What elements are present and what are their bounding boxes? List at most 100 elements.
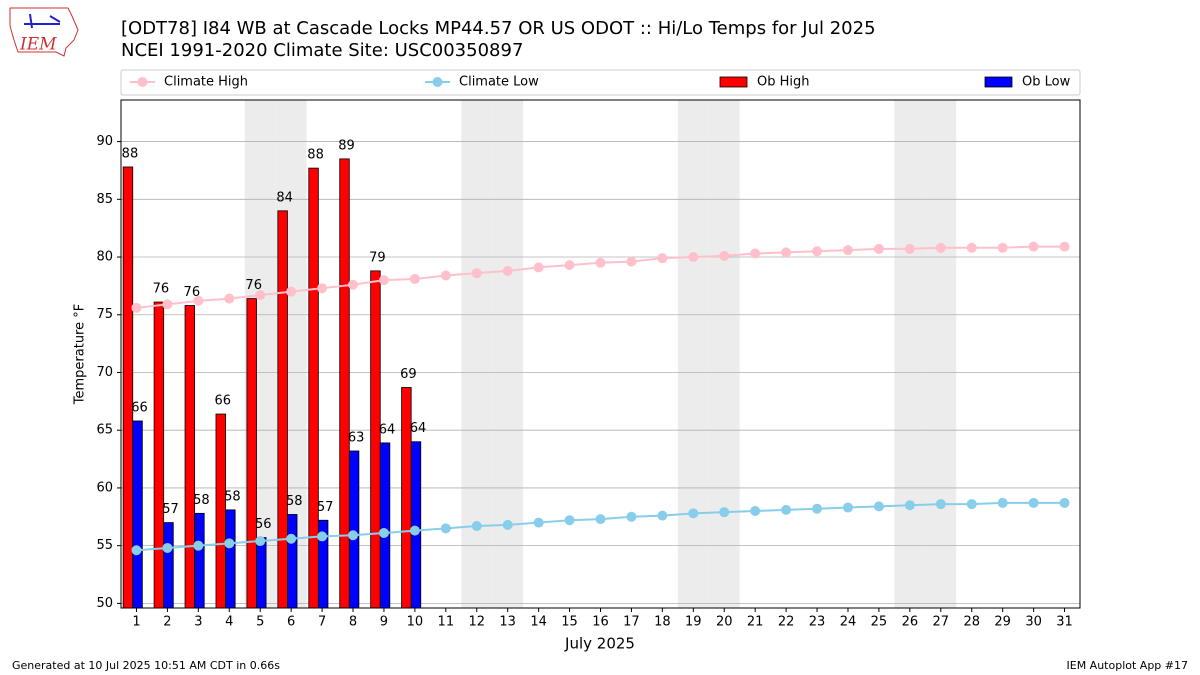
- logo: IEM: [9, 7, 79, 57]
- bar: [339, 158, 350, 609]
- x-tick-label: 13: [499, 615, 516, 630]
- logo-text: IEM: [19, 35, 57, 55]
- legend-label: Climate Low: [459, 75, 539, 90]
- marker: [595, 514, 606, 525]
- marker: [966, 499, 977, 510]
- x-tick-label: 6: [287, 615, 295, 630]
- chart-subtitle: NCEI 1991-2020 Climate Site: USC00350897: [121, 40, 523, 61]
- weekend-shade: [677, 100, 709, 608]
- value-label: 58: [286, 494, 303, 509]
- marker: [440, 270, 451, 281]
- bar: [246, 298, 257, 609]
- marker: [317, 283, 328, 294]
- marker: [224, 538, 235, 549]
- legend-swatch: [137, 77, 148, 87]
- legend-swatch: [719, 76, 748, 88]
- value-label: 69: [400, 367, 417, 382]
- marker: [409, 525, 420, 536]
- marker: [626, 256, 637, 267]
- value-label: 64: [410, 421, 427, 436]
- value-label: 84: [276, 190, 293, 205]
- marker: [657, 510, 668, 521]
- value-label: 76: [245, 278, 262, 293]
- marker: [255, 290, 266, 301]
- x-tick-label: 1: [132, 615, 140, 630]
- legend-label: Ob Low: [1022, 75, 1071, 90]
- marker: [286, 533, 297, 544]
- x-tick-label: 21: [747, 615, 764, 630]
- marker: [471, 521, 482, 532]
- marker: [719, 507, 730, 518]
- marker: [904, 500, 915, 511]
- x-tick-label: 12: [468, 615, 485, 630]
- value-label: 57: [317, 500, 334, 515]
- legend-swatch: [432, 77, 443, 87]
- marker: [997, 497, 1008, 508]
- marker: [131, 545, 142, 556]
- logo-icon: [24, 13, 61, 29]
- marker: [162, 299, 173, 310]
- marker: [657, 253, 668, 264]
- marker: [935, 242, 946, 253]
- marker: [688, 252, 699, 263]
- marker: [781, 504, 792, 515]
- value-label: 66: [214, 394, 231, 409]
- x-tick-label: 5: [256, 615, 264, 630]
- value-label: 76: [184, 285, 201, 300]
- marker: [193, 540, 204, 551]
- x-tick-label: 20: [716, 615, 733, 630]
- x-tick-label: 30: [1025, 615, 1042, 630]
- weekend-shade: [894, 100, 926, 608]
- x-tick-label: 7: [318, 615, 326, 630]
- y-tick-label: 70: [96, 365, 113, 380]
- marker: [842, 502, 853, 513]
- x-tick-label: 24: [840, 615, 857, 630]
- marker: [997, 242, 1008, 253]
- legend-label: Climate High: [164, 75, 248, 90]
- marker: [286, 286, 297, 297]
- marker: [533, 517, 544, 528]
- bar: [184, 305, 196, 609]
- bar: [225, 509, 236, 609]
- x-tick-label: 8: [349, 615, 357, 630]
- marker: [750, 248, 761, 259]
- marker: [812, 503, 823, 514]
- value-label: 58: [193, 493, 210, 508]
- legend-swatch: [984, 76, 1013, 88]
- x-tick-label: 16: [592, 615, 609, 630]
- x-tick-label: 22: [778, 615, 795, 630]
- bar: [132, 420, 143, 609]
- x-tick-label: 9: [380, 615, 388, 630]
- weekend-shade: [492, 100, 524, 608]
- bar: [308, 167, 319, 609]
- value-label: 58: [224, 489, 241, 504]
- bar: [194, 512, 205, 609]
- value-label: 79: [369, 250, 386, 265]
- marker: [502, 519, 513, 530]
- x-tick-label: 3: [194, 615, 202, 630]
- marker: [781, 247, 792, 258]
- value-label: 89: [338, 138, 355, 153]
- value-label: 63: [348, 430, 365, 445]
- weekend-shade: [925, 100, 957, 608]
- marker: [193, 295, 204, 306]
- marker: [873, 243, 884, 254]
- marker: [162, 542, 173, 553]
- marker: [812, 246, 823, 257]
- marker: [1028, 241, 1039, 252]
- value-label: 56: [255, 517, 272, 532]
- x-tick-label: 23: [809, 615, 826, 630]
- marker: [378, 527, 389, 538]
- marker: [255, 536, 266, 547]
- bar: [410, 441, 422, 609]
- marker: [935, 499, 946, 510]
- x-tick-label: 27: [933, 615, 950, 630]
- marker: [348, 279, 359, 290]
- marker: [842, 245, 853, 256]
- marker: [719, 250, 730, 261]
- marker: [1059, 497, 1070, 508]
- marker: [440, 523, 451, 534]
- value-label: 88: [307, 148, 324, 163]
- bar: [277, 210, 288, 609]
